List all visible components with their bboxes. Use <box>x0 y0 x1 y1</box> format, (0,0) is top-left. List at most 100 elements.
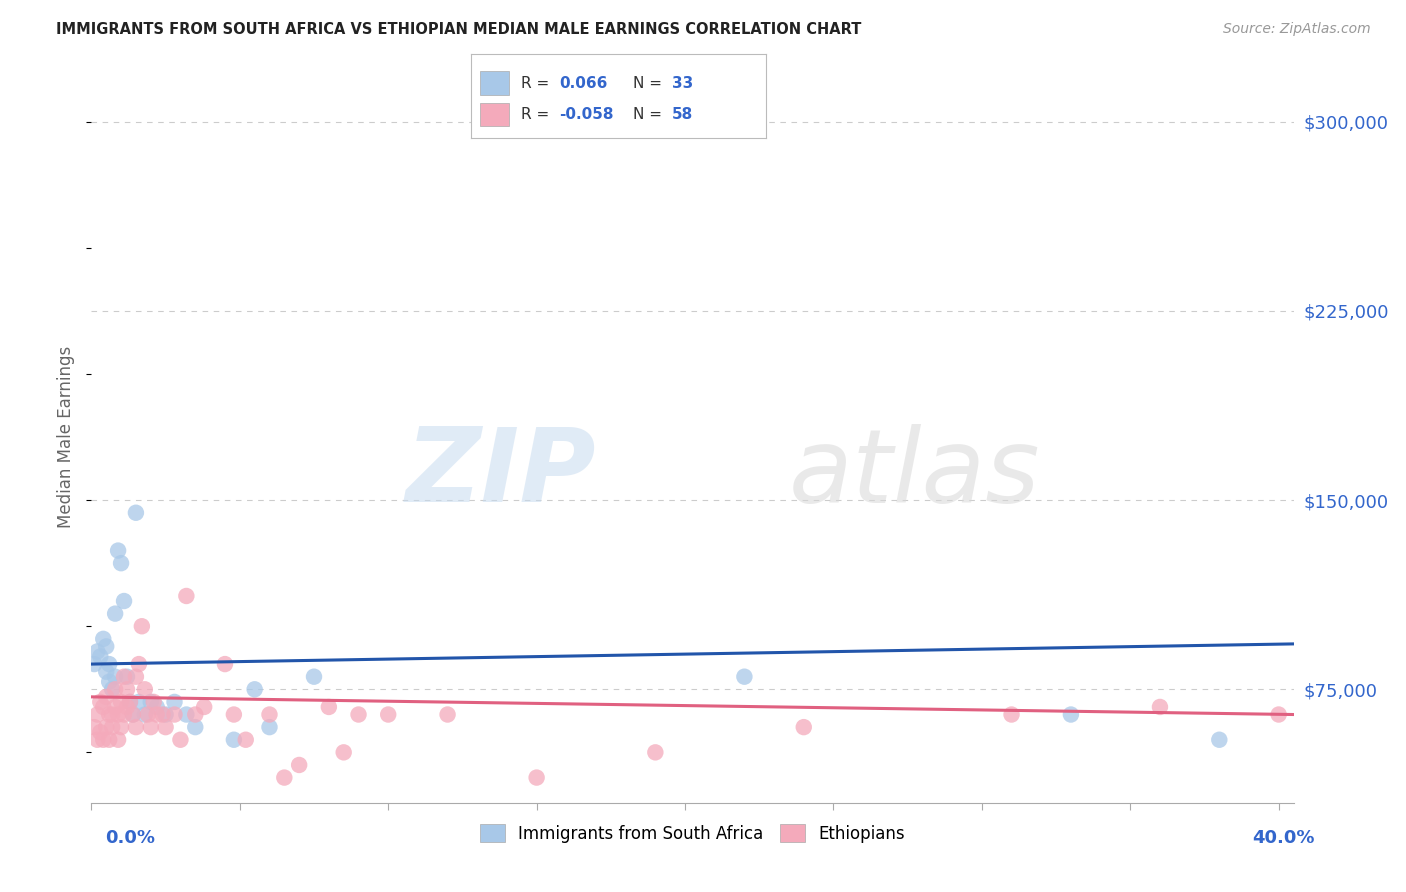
Point <box>136 707 159 722</box>
Point <box>83 657 105 671</box>
Point <box>436 707 458 722</box>
Point <box>110 720 132 734</box>
Point <box>302 670 325 684</box>
Point <box>89 695 111 709</box>
Point <box>318 700 340 714</box>
Point <box>332 745 354 759</box>
Point <box>128 657 150 671</box>
Point <box>104 682 127 697</box>
Point <box>115 670 138 684</box>
Point <box>104 607 127 621</box>
Point <box>176 707 198 722</box>
Text: 40.0%: 40.0% <box>1253 829 1315 847</box>
Point <box>86 644 108 658</box>
Point <box>128 695 150 709</box>
Point <box>115 700 138 714</box>
Point <box>222 707 245 722</box>
Point <box>176 589 198 603</box>
Point <box>131 619 153 633</box>
Point <box>347 707 370 722</box>
Point <box>139 720 162 734</box>
Point <box>98 674 121 689</box>
Point <box>169 732 191 747</box>
Point <box>118 695 141 709</box>
Point <box>96 665 118 679</box>
Point <box>101 720 124 734</box>
Point <box>118 695 141 709</box>
Text: ZIP: ZIP <box>406 423 596 524</box>
Point <box>98 707 121 722</box>
Point <box>139 695 162 709</box>
Point <box>112 670 135 684</box>
Point <box>193 700 215 714</box>
Text: 0.066: 0.066 <box>560 76 607 91</box>
FancyBboxPatch shape <box>479 71 509 95</box>
Point <box>104 700 127 714</box>
Text: IMMIGRANTS FROM SOUTH AFRICA VS ETHIOPIAN MEDIAN MALE EARNINGS CORRELATION CHART: IMMIGRANTS FROM SOUTH AFRICA VS ETHIOPIA… <box>56 22 862 37</box>
Point <box>110 695 132 709</box>
Point <box>125 670 148 684</box>
Text: N =: N = <box>633 76 668 91</box>
Point <box>142 695 165 709</box>
Point <box>152 707 174 722</box>
Point <box>145 700 167 714</box>
Point <box>83 720 105 734</box>
Point <box>98 657 121 671</box>
Point <box>98 732 121 747</box>
Point <box>86 707 108 722</box>
Text: R =: R = <box>522 76 554 91</box>
Text: atlas: atlas <box>789 424 1040 524</box>
Point <box>163 707 186 722</box>
Point <box>793 720 815 734</box>
Point <box>644 745 666 759</box>
Point <box>110 556 132 570</box>
Point <box>243 682 266 697</box>
Text: N =: N = <box>633 107 668 122</box>
Point <box>96 640 118 654</box>
Text: R =: R = <box>522 107 554 122</box>
FancyBboxPatch shape <box>479 103 509 127</box>
Point <box>155 720 177 734</box>
Point <box>91 700 114 714</box>
Point <box>115 682 138 697</box>
Point <box>184 707 207 722</box>
Point <box>107 732 129 747</box>
Point <box>122 707 145 722</box>
Point <box>134 707 156 722</box>
Point <box>526 771 548 785</box>
Point <box>122 707 145 722</box>
Point <box>91 632 114 646</box>
Legend: Immigrants from South Africa, Ethiopians: Immigrants from South Africa, Ethiopians <box>474 818 911 849</box>
Point <box>96 690 118 704</box>
Point <box>1149 700 1171 714</box>
Point <box>86 732 108 747</box>
Point <box>125 506 148 520</box>
Point <box>104 670 127 684</box>
Text: Source: ZipAtlas.com: Source: ZipAtlas.com <box>1223 22 1371 37</box>
Point <box>91 732 114 747</box>
Point <box>184 720 207 734</box>
Point <box>112 594 135 608</box>
Point <box>288 758 311 772</box>
Point <box>273 771 295 785</box>
Text: 58: 58 <box>672 107 693 122</box>
Point <box>155 707 177 722</box>
Point <box>89 649 111 664</box>
Point <box>89 725 111 739</box>
Point <box>1060 707 1083 722</box>
Point <box>145 707 167 722</box>
Point <box>235 732 257 747</box>
Point <box>733 670 755 684</box>
Point <box>134 682 156 697</box>
Point <box>1000 707 1022 722</box>
Text: -0.058: -0.058 <box>560 107 614 122</box>
Point <box>107 707 129 722</box>
Point <box>125 720 148 734</box>
Point <box>222 732 245 747</box>
Text: 0.0%: 0.0% <box>105 829 156 847</box>
Y-axis label: Median Male Earnings: Median Male Earnings <box>58 346 76 528</box>
Point <box>112 707 135 722</box>
Point <box>214 657 236 671</box>
Point <box>101 707 124 722</box>
Point <box>1267 707 1289 722</box>
